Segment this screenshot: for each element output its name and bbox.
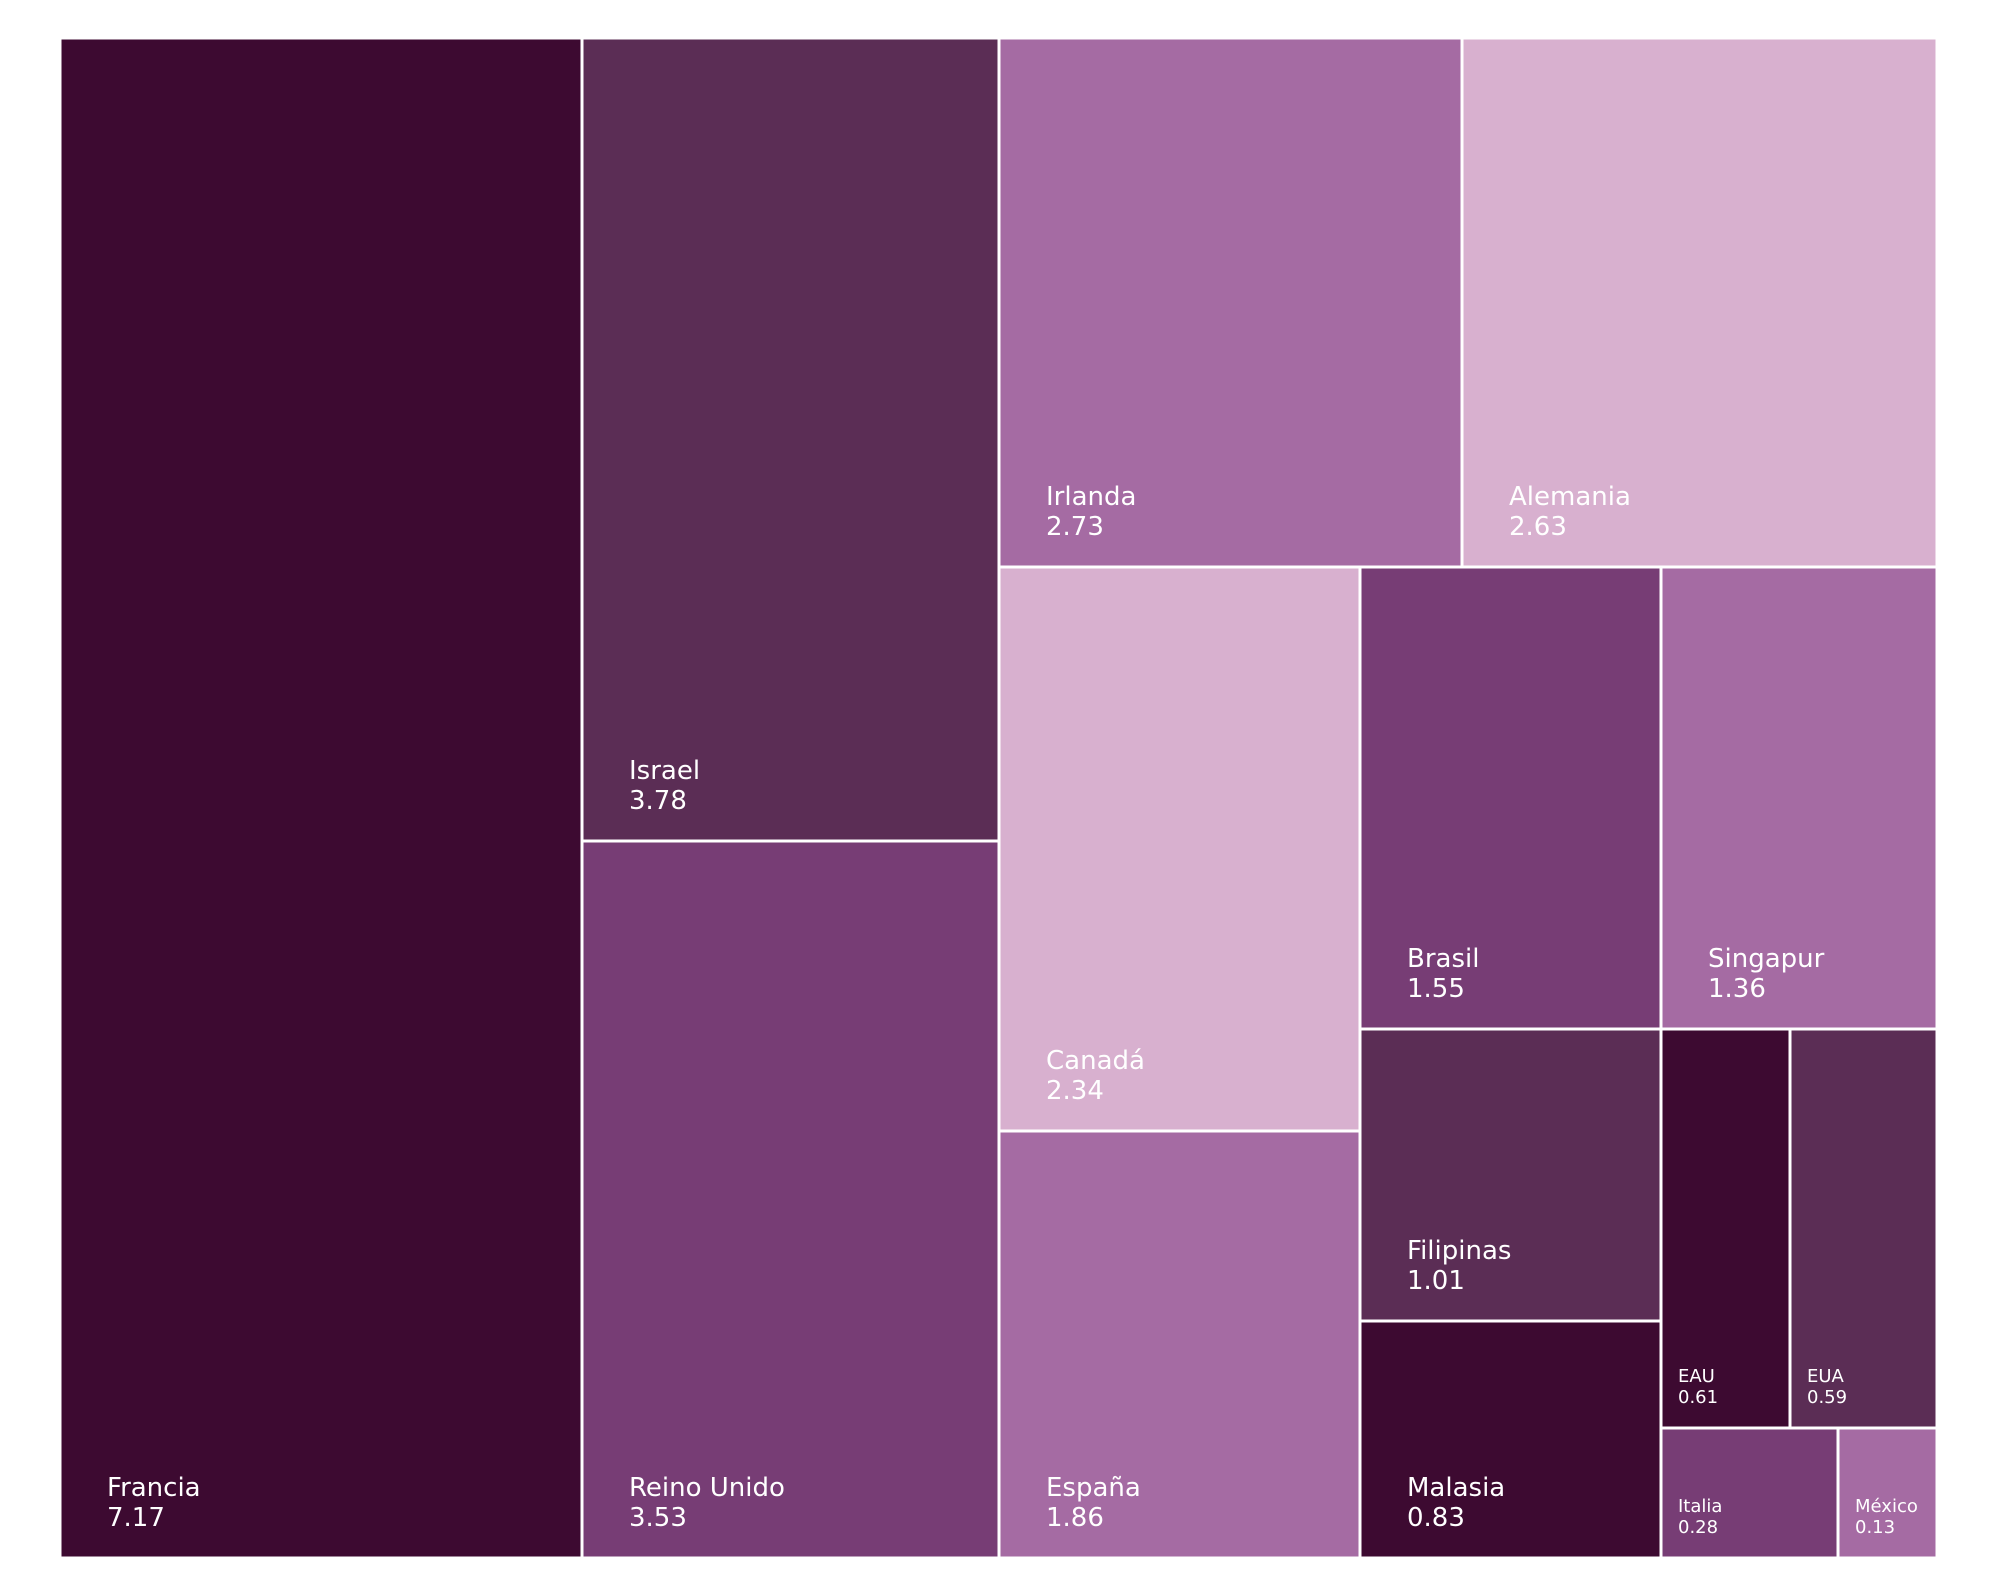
treemap-rect <box>997 565 1362 1133</box>
treemap-value-label: 7.17 <box>107 1503 165 1533</box>
treemap-value-label: 0.13 <box>1855 1517 1895 1538</box>
treemap-value-label: 1.55 <box>1407 974 1465 1004</box>
treemap-name-label: Filipinas <box>1407 1236 1511 1266</box>
treemap-rect <box>580 839 1001 1560</box>
treemap-rect <box>1836 1426 1939 1560</box>
treemap-rect <box>997 1129 1362 1560</box>
treemap-name-label: EAU <box>1678 1366 1715 1387</box>
treemap-rect <box>997 36 1464 569</box>
treemap-name-label: Israel <box>629 756 700 786</box>
treemap-rect <box>58 36 584 1560</box>
treemap-name-label: EUA <box>1807 1366 1845 1387</box>
treemap-value-label: 3.78 <box>629 786 687 816</box>
treemap-name-label: Francia <box>107 1473 201 1503</box>
treemap-rect <box>1358 1027 1663 1323</box>
treemap-value-label: 2.73 <box>1046 512 1104 542</box>
treemap-value-label: 0.28 <box>1678 1517 1718 1538</box>
treemap-value-label: 0.59 <box>1807 1387 1847 1408</box>
treemap-name-label: Malasia <box>1407 1473 1505 1503</box>
treemap-rect <box>580 36 1001 843</box>
treemap-name-label: Brasil <box>1407 944 1479 974</box>
treemap-name-label: Italia <box>1678 1496 1722 1517</box>
treemap-rect <box>1358 1319 1663 1560</box>
treemap-value-label: 0.83 <box>1407 1503 1465 1533</box>
treemap-value-label: 2.34 <box>1046 1076 1104 1106</box>
treemap-rect <box>1659 565 1939 1031</box>
treemap-name-label: Reino Unido <box>629 1473 785 1503</box>
treemap-name-label: Singapur <box>1708 944 1825 974</box>
treemap-rect <box>1358 565 1663 1031</box>
treemap-name-label: Alemania <box>1509 482 1631 512</box>
treemap-value-label: 1.36 <box>1708 974 1766 1004</box>
treemap-rect <box>1659 1426 1840 1560</box>
treemap-value-label: 3.53 <box>629 1503 687 1533</box>
treemap-name-label: Canadá <box>1046 1046 1145 1076</box>
treemap-name-label: Irlanda <box>1046 482 1136 512</box>
treemap-value-label: 1.01 <box>1407 1266 1465 1296</box>
treemap-name-label: España <box>1046 1473 1141 1503</box>
treemap-value-label: 1.86 <box>1046 1503 1104 1533</box>
treemap-value-label: 2.63 <box>1509 512 1567 542</box>
treemap-value-label: 0.61 <box>1678 1387 1718 1408</box>
treemap-rect <box>1460 36 1939 569</box>
treemap-name-label: México <box>1855 1496 1918 1517</box>
treemap-rect <box>1659 1027 1792 1430</box>
